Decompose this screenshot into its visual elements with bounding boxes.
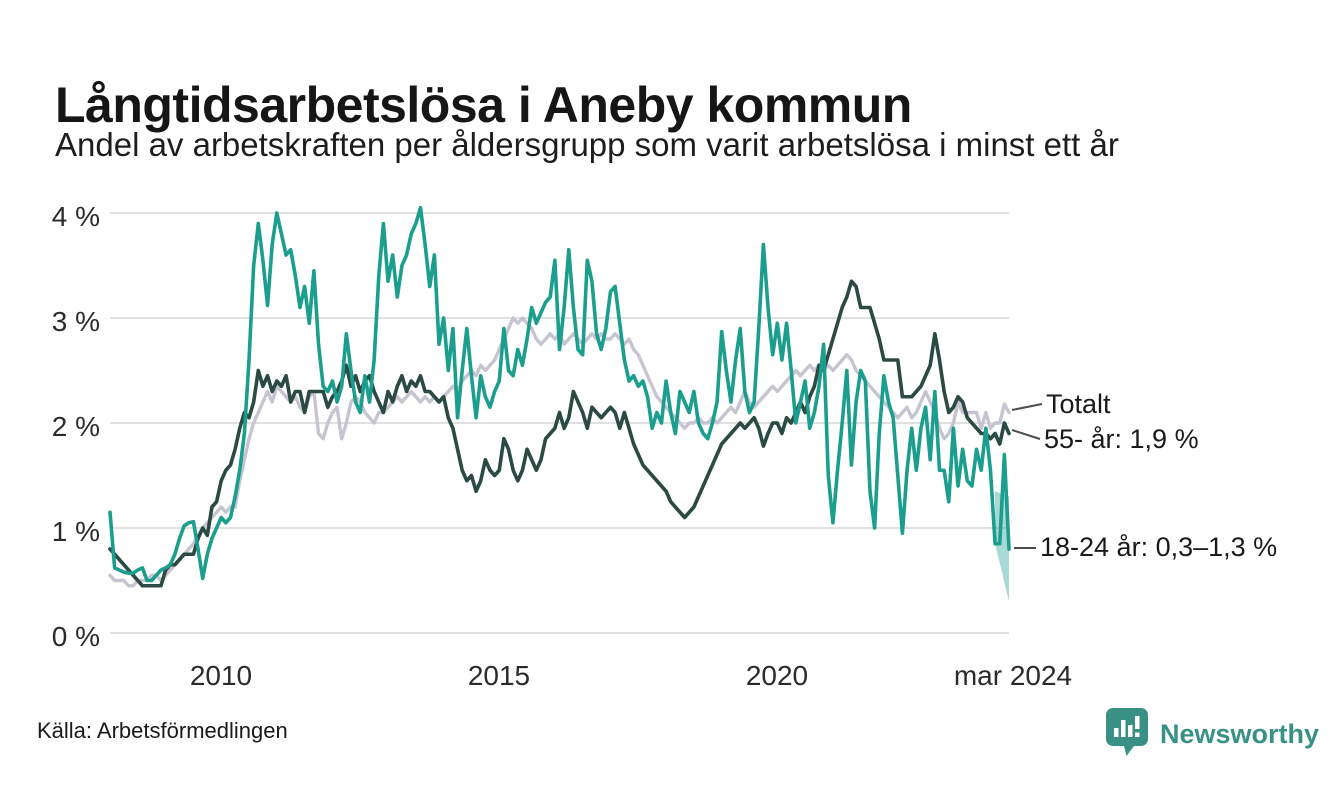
- source-note: Källa: Arbetsförmedlingen: [37, 718, 288, 743]
- newsworthy-bubble-chart-icon: [1104, 706, 1150, 763]
- y-tick-4: 4 %: [51, 201, 100, 232]
- y-tick-3: 3 %: [51, 306, 100, 337]
- x-tick-2010: 2010: [189, 660, 253, 691]
- y-tick-2: 2 %: [51, 411, 100, 442]
- page-title: Långtidsarbetslösa i Aneby kommun: [55, 76, 912, 133]
- x-tick-2020: 2020: [745, 660, 809, 691]
- x-tick-mar2024: mar 2024: [953, 660, 1073, 691]
- chart-subtitle: Andel av arbetskraften per åldersgrupp s…: [55, 126, 1119, 163]
- annotation-totalt: Totalt: [1046, 389, 1111, 419]
- y-tick-0: 0 %: [51, 621, 100, 652]
- newsworthy-logo: Newsworthy: [1104, 706, 1320, 763]
- newsworthy-wordmark: Newsworthy: [1160, 718, 1320, 749]
- annotation-55: 55- år: 1,9 %: [1044, 424, 1199, 454]
- x-tick-2015: 2015: [467, 660, 531, 691]
- annotation-18-24: 18-24 år: 0,3–1,3 %: [1040, 532, 1278, 562]
- y-tick-1: 1 %: [51, 516, 100, 547]
